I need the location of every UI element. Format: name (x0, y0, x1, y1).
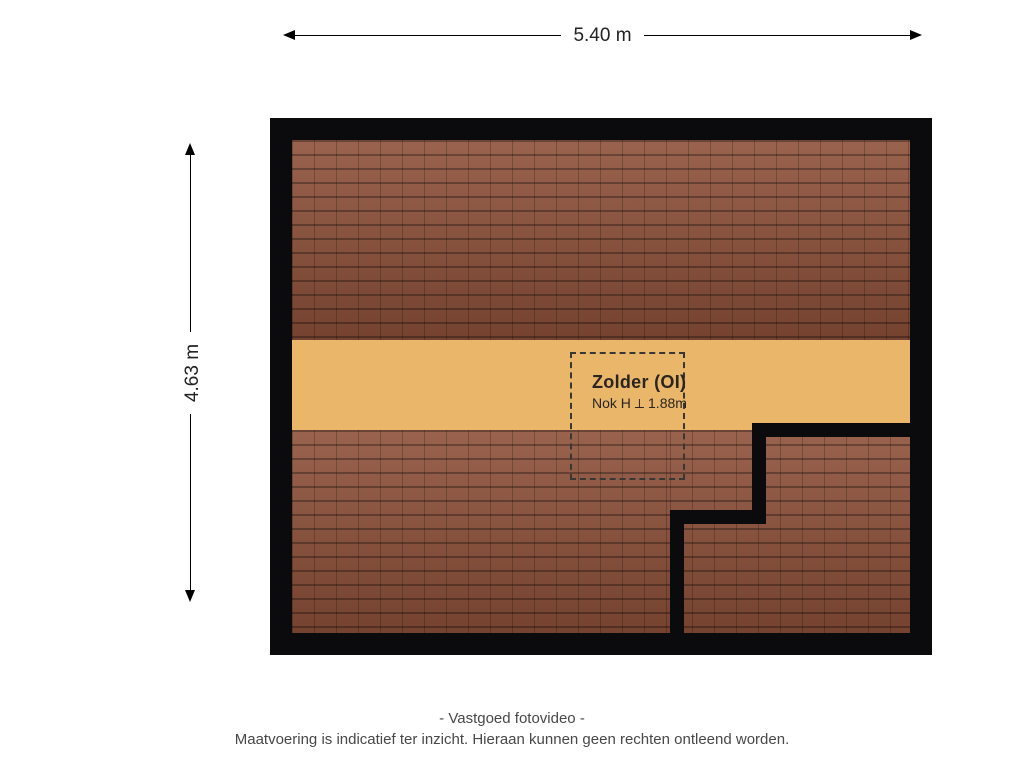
room-ridge-height: Nok H ⟂ 1.88m (592, 395, 687, 412)
arrow-down-icon (185, 590, 195, 602)
cutout-wall (752, 423, 910, 437)
room-label: Zolder (OI) Nok H ⟂ 1.88m (592, 372, 687, 412)
roof-upper (292, 140, 910, 340)
floorplan-interior: Zolder (OI) Nok H ⟂ 1.88m (292, 140, 910, 633)
dimension-width-label: 5.40 m (561, 25, 643, 47)
arrow-right-icon (910, 30, 922, 40)
floorplan-outline: Zolder (OI) Nok H ⟂ 1.88m (270, 118, 932, 655)
dimension-height-label: 4.63 m (182, 331, 204, 413)
footer-credit: - Vastgoed fotovideo - (0, 708, 1024, 729)
cutout-wall (670, 510, 766, 524)
roof-lower-right (670, 430, 910, 633)
cutout-wall (670, 510, 684, 633)
cutout-wall (752, 423, 766, 519)
roof-lower-left (292, 430, 670, 633)
footer: - Vastgoed fotovideo - Maatvoering is in… (0, 708, 1024, 750)
arrow-left-icon (283, 30, 295, 40)
room-name: Zolder (OI) (592, 372, 687, 393)
footer-disclaimer: Maatvoering is indicatief ter inzicht. H… (0, 729, 1024, 750)
floorplan-canvas: 5.40 m 4.63 m Zolder (OI) Nok H ⟂ 1.88m (0, 0, 1024, 768)
dimension-width: 5.40 m (285, 25, 920, 47)
arrow-up-icon (185, 143, 195, 155)
